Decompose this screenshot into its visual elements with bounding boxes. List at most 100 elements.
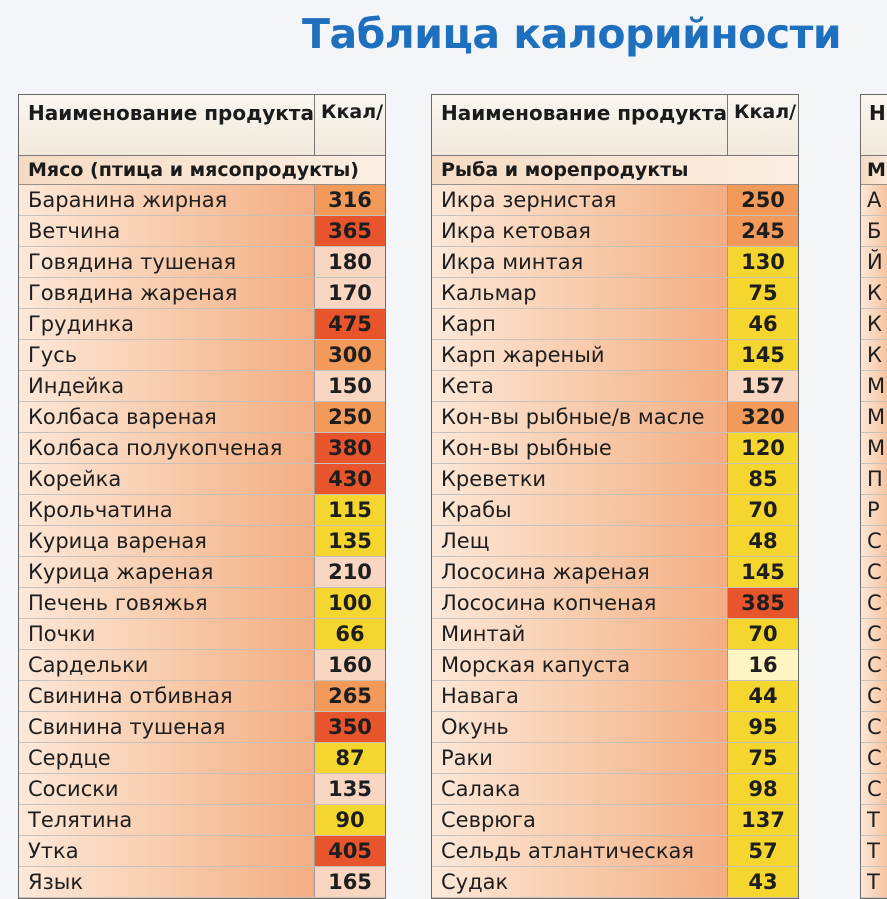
table-row: С xyxy=(861,526,887,557)
kcal-value: 43 xyxy=(727,867,798,897)
kcal-value: 160 xyxy=(314,650,385,680)
product-name: Свинина отбивная xyxy=(19,681,314,711)
kcal-value: 75 xyxy=(727,743,798,773)
table-row: Раки 75 xyxy=(432,743,798,774)
table-row: Крабы 70 xyxy=(432,495,798,526)
product-name: Сосиски xyxy=(19,774,314,804)
product-name: Сардельки xyxy=(19,650,314,680)
table-row: Карп 46 xyxy=(432,309,798,340)
product-name: П xyxy=(861,464,887,494)
table-row: Сельдь атлантическая 57 xyxy=(432,836,798,867)
product-name: Курица жареная xyxy=(19,557,314,587)
column-header-kcal: Ккал/ 100г xyxy=(727,95,798,155)
kcal-value: 75 xyxy=(727,278,798,308)
product-name: Т xyxy=(861,836,887,866)
product-name: Говядина тушеная xyxy=(19,247,314,277)
product-name: Корейка xyxy=(19,464,314,494)
kcal-value: 265 xyxy=(314,681,385,711)
product-name: Раки xyxy=(432,743,727,773)
column-header-name: Наименование продукта xyxy=(441,101,727,125)
product-name: Т xyxy=(861,805,887,835)
product-name: С xyxy=(861,526,887,556)
kcal-value: 135 xyxy=(314,526,385,556)
product-name: Лососина жареная xyxy=(432,557,727,587)
product-name: Й xyxy=(861,247,887,277)
product-name: Свинина тушеная xyxy=(19,712,314,742)
table-row: Сосиски 135 xyxy=(19,774,385,805)
kcal-value: 210 xyxy=(314,557,385,587)
table-row: Грудинка 475 xyxy=(19,309,385,340)
kcal-value: 170 xyxy=(314,278,385,308)
product-name: Судак xyxy=(432,867,727,897)
product-name: Карп жареный xyxy=(432,340,727,370)
kcal-value: 46 xyxy=(727,309,798,339)
table-row: М xyxy=(861,433,887,464)
column-header-name: Н пр xyxy=(869,101,887,125)
table-row: Сардельки 160 xyxy=(19,650,385,681)
table-row: Печень говяжья 100 xyxy=(19,588,385,619)
product-name: С xyxy=(861,650,887,680)
table-row: Лещ 48 xyxy=(432,526,798,557)
product-name: Грудинка xyxy=(19,309,314,339)
product-name: А xyxy=(861,185,887,215)
table-row: Карп жареный 145 xyxy=(432,340,798,371)
column-header-kcal: Ккал/ 100г xyxy=(314,95,385,155)
product-name: Утка xyxy=(19,836,314,866)
kcal-value: 365 xyxy=(314,216,385,246)
kcal-value: 70 xyxy=(727,495,798,525)
table-row: Севрюга 137 xyxy=(432,805,798,836)
product-name: Индейка xyxy=(19,371,314,401)
product-name: Окунь xyxy=(432,712,727,742)
product-name: Севрюга xyxy=(432,805,727,835)
kcal-value: 115 xyxy=(314,495,385,525)
product-name: Гусь xyxy=(19,340,314,370)
kcal-value: 44 xyxy=(727,681,798,711)
table-row: Говядина жареная 170 xyxy=(19,278,385,309)
kcal-value: 320 xyxy=(727,402,798,432)
table-row: Салака 98 xyxy=(432,774,798,805)
table-row: Й xyxy=(861,247,887,278)
product-name: Кета xyxy=(432,371,727,401)
kcal-value: 120 xyxy=(727,433,798,463)
kcal-value: 66 xyxy=(314,619,385,649)
kcal-value: 157 xyxy=(727,371,798,401)
table-row: Креветки 85 xyxy=(432,464,798,495)
kcal-value: 380 xyxy=(314,433,385,463)
product-name: С xyxy=(861,712,887,742)
product-name: Икра зернистая xyxy=(432,185,727,215)
product-name: С xyxy=(861,588,887,618)
product-name: Кальмар xyxy=(432,278,727,308)
product-name: Морская капуста xyxy=(432,650,727,680)
table-row: Корейка 430 xyxy=(19,464,385,495)
table-row: С xyxy=(861,712,887,743)
table-row: Т xyxy=(861,836,887,867)
table-row: Лососина копченая 385 xyxy=(432,588,798,619)
product-name: С xyxy=(861,619,887,649)
kcal-value: 98 xyxy=(727,774,798,804)
table-row: Почки 66 xyxy=(19,619,385,650)
table-row: Ветчина 365 xyxy=(19,216,385,247)
product-name: С xyxy=(861,557,887,587)
kcal-value: 57 xyxy=(727,836,798,866)
product-name: Печень говяжья xyxy=(19,588,314,618)
table-row: Кета 157 xyxy=(432,371,798,402)
product-name: К xyxy=(861,340,887,370)
kcal-value: 430 xyxy=(314,464,385,494)
kcal-value: 180 xyxy=(314,247,385,277)
product-name: С xyxy=(861,681,887,711)
kcal-value: 316 xyxy=(314,185,385,215)
table-row: С xyxy=(861,774,887,805)
category-row: М xyxy=(861,156,887,185)
table-row: П xyxy=(861,464,887,495)
kcal-value: 87 xyxy=(314,743,385,773)
table-header: Н пр xyxy=(861,95,887,156)
product-name: Р xyxy=(861,495,887,525)
table-row: Окунь 95 xyxy=(432,712,798,743)
table-row: Сердце 87 xyxy=(19,743,385,774)
product-name: М xyxy=(861,371,887,401)
kcal-value: 100 xyxy=(314,588,385,618)
kcal-value: 85 xyxy=(727,464,798,494)
kcal-value: 250 xyxy=(727,185,798,215)
table-row: Говядина тушеная 180 xyxy=(19,247,385,278)
